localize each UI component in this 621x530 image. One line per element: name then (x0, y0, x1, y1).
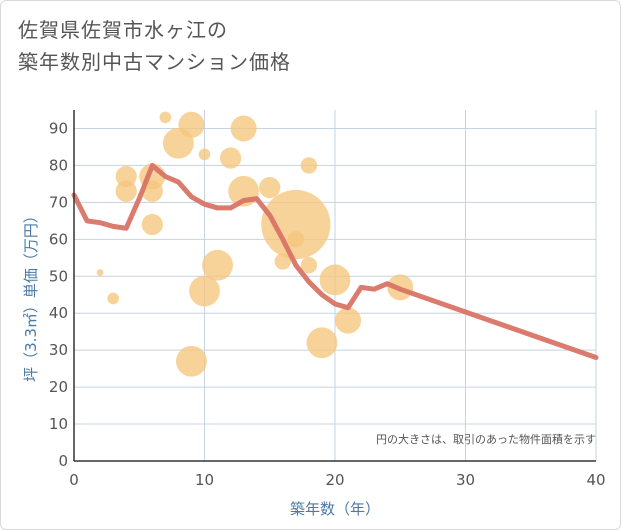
data-bubble (259, 176, 281, 199)
data-bubble (189, 275, 220, 307)
data-bubble (198, 148, 211, 161)
data-bubble (300, 256, 318, 274)
average-price-line (71, 162, 599, 361)
y-axis-label: 坪（3.3㎡）単価（万円） (22, 208, 40, 382)
bubble-layer (96, 111, 414, 377)
y-tick-label: 10 (49, 415, 68, 433)
data-bubble (335, 307, 362, 334)
data-bubble (159, 111, 172, 124)
data-bubble (141, 213, 163, 236)
data-bubble (261, 189, 331, 260)
data-bubble (300, 157, 318, 174)
x-tick-label: 30 (456, 471, 475, 489)
data-bubble (220, 147, 242, 169)
data-bubble (202, 249, 233, 281)
x-tick-label: 10 (195, 471, 214, 489)
x-axis-label: 築年数（年） (290, 500, 380, 518)
y-tick-label: 80 (49, 156, 68, 174)
average-line-layer (71, 162, 599, 361)
x-tick-label: 40 (586, 471, 605, 489)
x-tick-label: 0 (69, 471, 79, 489)
data-bubble (287, 231, 305, 248)
size-annotation: 円の大きさは、取引のあった物件面積を示す (376, 432, 596, 446)
y-tick-label: 90 (49, 119, 68, 137)
y-tick-label: 0 (58, 452, 68, 470)
title-line-2: 築年数別中古マンション価格 (18, 50, 291, 74)
y-tick-label: 50 (49, 267, 68, 285)
title-line-1: 佐賀県佐賀市水ヶ江の (18, 18, 228, 42)
data-bubble (306, 327, 338, 359)
data-bubble (141, 180, 163, 202)
data-bubble (107, 292, 119, 305)
y-tick-label: 20 (49, 378, 68, 396)
data-bubble (176, 345, 207, 377)
x-tick-label: 20 (325, 471, 344, 489)
data-bubble (178, 111, 205, 138)
y-tick-label: 70 (49, 193, 68, 211)
tick-labels: 0 10 20 30 40 50 60 70 80 90 0 10 20 30 40 (49, 119, 606, 489)
y-tick-label: 30 (49, 341, 68, 359)
y-tick-label: 60 (49, 230, 68, 248)
y-tick-label: 40 (49, 304, 68, 322)
data-bubble (115, 165, 137, 188)
axes (73, 110, 596, 462)
data-bubble (230, 115, 257, 142)
chart-title: 佐賀県佐賀市水ヶ江の 築年数別中古マンション価格 (18, 14, 291, 78)
data-bubble (115, 180, 137, 202)
data-bubble (319, 264, 351, 296)
data-bubble (96, 269, 104, 276)
